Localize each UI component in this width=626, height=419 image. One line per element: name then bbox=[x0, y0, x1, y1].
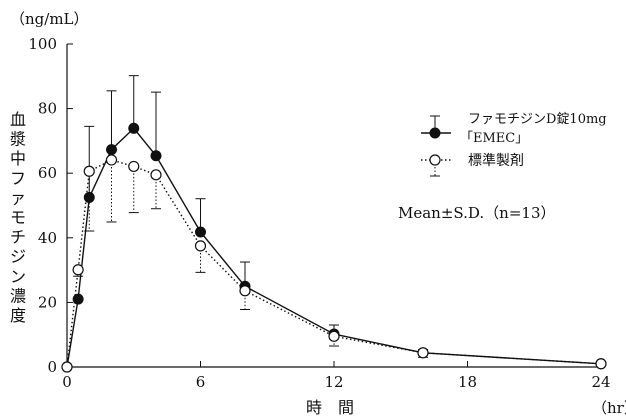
data-point-series-2 bbox=[239, 285, 251, 297]
y-axis-title-char: 濃 bbox=[10, 286, 26, 305]
data-point-series-2 bbox=[128, 160, 140, 173]
x-axis-unit: （hr） bbox=[592, 399, 626, 417]
data-point-series-2 bbox=[194, 240, 207, 252]
y-axis-title-char: 漿 bbox=[10, 130, 26, 149]
legend-series-1-name-line1: ファモチジンD錠10mg bbox=[468, 112, 607, 127]
plot-area bbox=[61, 75, 607, 373]
data-point-series-1 bbox=[195, 226, 206, 238]
x-tick-label: 0 bbox=[62, 373, 72, 391]
y-axis-title-char: ァ bbox=[10, 188, 26, 207]
x-axis-title: 時 間 bbox=[306, 398, 354, 417]
data-point-series-1 bbox=[83, 191, 95, 203]
axis-ticks: 0 20 40 60 80 100 0 6 12 18 24 bbox=[28, 35, 610, 391]
y-axis-title-char: 中 bbox=[10, 149, 26, 168]
data-point-series-2 bbox=[150, 169, 162, 181]
legend-series-2-name: 標準製剤 bbox=[468, 153, 524, 169]
y-axis-title-char: フ bbox=[10, 169, 26, 188]
x-tick-label: 24 bbox=[591, 373, 610, 391]
data-point-series-2 bbox=[328, 330, 340, 342]
legend-series-1-marker bbox=[429, 127, 441, 139]
data-point-series-1 bbox=[128, 122, 140, 134]
y-tick-label: 0 bbox=[47, 358, 57, 376]
y-axis-title-char: ン bbox=[10, 267, 26, 286]
data-point-series-2 bbox=[417, 347, 429, 359]
data-point-series-1 bbox=[72, 293, 84, 305]
legend-series-2-marker bbox=[429, 154, 441, 166]
y-unit-label: （ng/mL） bbox=[10, 10, 89, 28]
data-point-series-2 bbox=[105, 154, 118, 166]
y-tick-label: 60 bbox=[38, 164, 57, 182]
y-tick-label: 20 bbox=[38, 293, 57, 311]
legend: ファモチジンD錠10mg 「EMEC」 標準製剤 bbox=[421, 112, 607, 177]
y-tick-label: 40 bbox=[38, 229, 57, 247]
data-point-series-2 bbox=[595, 358, 607, 370]
x-tick-label: 12 bbox=[324, 373, 343, 391]
data-point-series-2 bbox=[83, 165, 95, 177]
y-axis-title-char: ジ bbox=[10, 247, 26, 266]
legend-series-1-name-line2: 「EMEC」 bbox=[460, 131, 528, 146]
data-point-series-2 bbox=[72, 264, 84, 276]
y-axis-title-char: 度 bbox=[10, 306, 26, 325]
y-axis-title-char: 血 bbox=[10, 110, 26, 129]
y-tick-label: 80 bbox=[38, 100, 57, 118]
data-point-series-1 bbox=[106, 144, 117, 156]
stats-annotation: Mean±S.D.（n=13） bbox=[398, 204, 556, 222]
x-tick-label: 6 bbox=[196, 373, 206, 391]
x-tick-label: 18 bbox=[458, 373, 477, 391]
data-point-series-2 bbox=[61, 361, 73, 373]
y-axis-title-char: チ bbox=[10, 228, 26, 247]
y-tick-label: 100 bbox=[28, 35, 57, 53]
y-axis-title-char: モ bbox=[10, 208, 26, 227]
data-point-series-1 bbox=[150, 150, 162, 162]
